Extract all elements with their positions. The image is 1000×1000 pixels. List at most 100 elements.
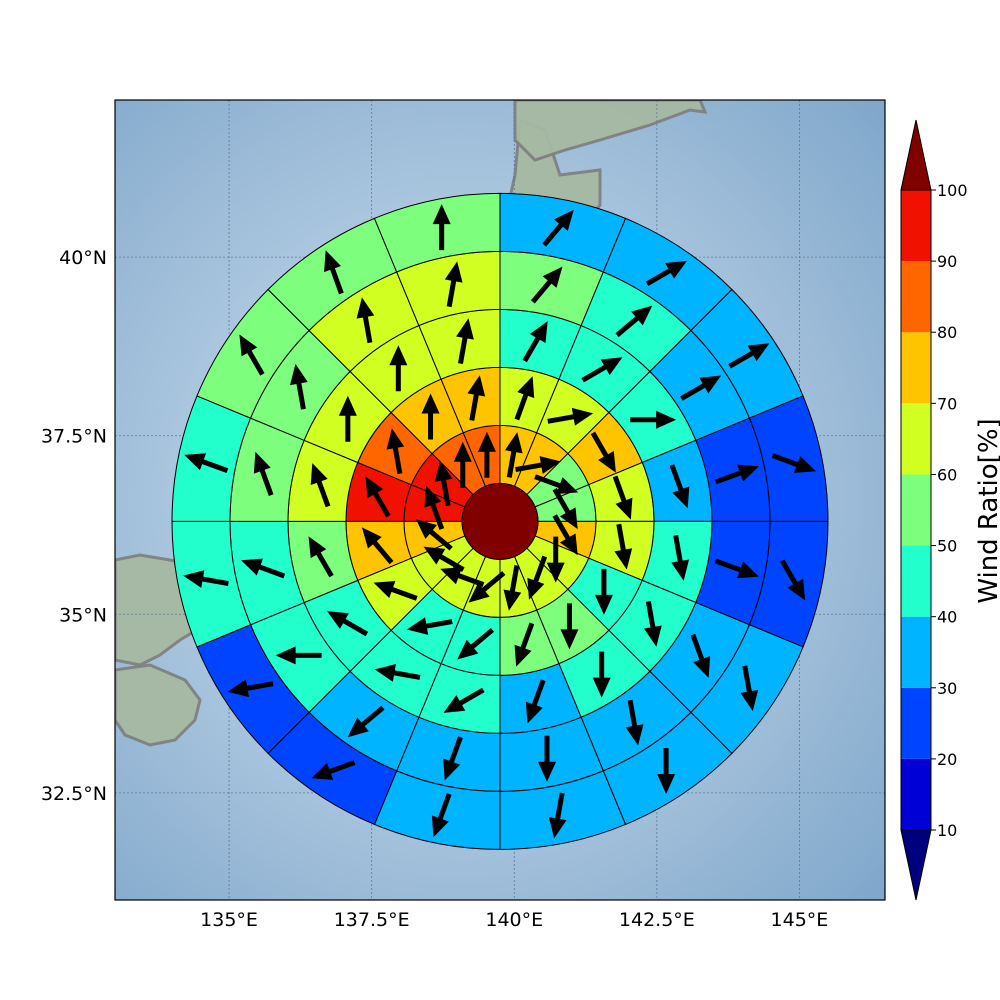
wind-arrow-shape	[522, 321, 548, 363]
wind-arrow	[525, 679, 546, 724]
wind-arrow-shape	[625, 699, 644, 746]
colorbar-under-extension	[900, 829, 932, 901]
wind-arrow-shape	[338, 395, 357, 442]
wind-arrow	[456, 318, 474, 365]
colorbar-tick-label: 50	[937, 537, 957, 556]
colorbar-tick-label: 70	[937, 394, 957, 413]
colorbar-bin	[901, 616, 931, 688]
colorbar-over-extension	[900, 119, 932, 191]
x-tick-label: 142.5°E	[619, 909, 695, 931]
wind-arrow	[590, 431, 616, 473]
map-frame	[114, 99, 886, 901]
colorbar-label: Wind Ratio[%]	[974, 418, 1000, 603]
wind-arrow-shape	[324, 250, 344, 295]
wind-arrow	[594, 568, 613, 615]
wind-arrow	[771, 453, 816, 473]
wind-arrow	[431, 793, 452, 838]
wind-arrow-shape	[515, 456, 561, 474]
wind-arrow	[542, 209, 574, 247]
wind-arrow-shape	[347, 705, 385, 738]
wind-arrow	[468, 571, 506, 603]
colorbar-tick-label: 90	[937, 252, 957, 271]
wind-arrow	[645, 260, 687, 286]
wind-arrow-shape	[669, 464, 690, 509]
wind-arrow	[680, 375, 722, 401]
wind-arrow-shape	[690, 633, 711, 678]
x-tick-label: 137.5°E	[334, 909, 410, 931]
wind-arrow-shape	[714, 464, 759, 485]
wind-arrow	[183, 570, 229, 588]
wind-arrow	[625, 699, 644, 746]
wind-arrow-shape	[327, 611, 369, 637]
colorbar-tick-label: 30	[937, 679, 957, 698]
wind-arrow-shape	[548, 792, 567, 839]
colorbar-tick-label: 100	[937, 181, 968, 200]
wind-arrow	[530, 266, 563, 304]
wind-arrow	[690, 633, 711, 678]
wind-arrow-shape	[514, 376, 535, 421]
wind-arrow	[538, 735, 557, 782]
wind-arrow	[552, 488, 578, 530]
wind-arrow-shape	[615, 305, 653, 338]
wind-arrow	[547, 407, 594, 426]
x-tick-label: 140°E	[485, 909, 543, 931]
wind-arrow-shape	[239, 334, 265, 376]
wind-arrow-shape	[657, 748, 676, 795]
wind-arrow	[290, 363, 308, 410]
wind-arrow	[311, 760, 356, 780]
wind-arrow	[504, 432, 523, 478]
wind-arrow-shape	[552, 514, 578, 556]
wind-arrow-shape	[780, 559, 806, 601]
wind-arrow	[443, 687, 485, 713]
wind-arrow	[581, 357, 623, 383]
wind-arrow-shape	[456, 318, 474, 365]
wind-arrow-shape	[365, 476, 391, 518]
wind-arrow	[515, 456, 561, 474]
wind-arrow	[406, 617, 453, 635]
y-tick-label: 35°N	[59, 604, 107, 626]
wind-arrow-shape	[443, 687, 485, 713]
wind-arrow	[740, 665, 759, 712]
wind-arrow-shape	[241, 558, 286, 579]
wind-arrows	[183, 204, 816, 839]
wind-arrow-shape	[434, 460, 453, 507]
wind-arrow	[457, 627, 495, 660]
wind-arrow-shape	[527, 555, 548, 600]
wind-arrow	[324, 250, 344, 295]
wind-arrow	[338, 395, 357, 442]
wind-arrow-shape	[645, 260, 687, 286]
wind-arrow-shape	[643, 600, 662, 647]
wind-arrow-shape	[547, 407, 594, 426]
wind-arrow-shape	[504, 432, 523, 478]
wind-arrow	[443, 736, 463, 781]
x-axis-ticks: 135°E 137.5°E 140°E 142.5°E 145°E	[200, 909, 828, 931]
colorbar-frame	[900, 189, 932, 831]
wind-arrow-shape	[415, 519, 453, 551]
colorbar-bin	[901, 687, 931, 759]
x-tick-label: 135°E	[200, 909, 258, 931]
wind-arrow-shape	[581, 357, 623, 383]
wind-arrow-shape	[424, 485, 445, 530]
wind-arrow-shape	[389, 345, 408, 392]
sector-rings	[171, 192, 829, 850]
wind-arrow	[440, 567, 485, 588]
wind-arrow-shape	[680, 375, 722, 401]
colorbar-tick-label: 20	[937, 750, 957, 769]
wind-arrow-shape	[560, 603, 579, 650]
wind-arrow-shape	[361, 527, 394, 565]
wind-arrow-shape	[310, 463, 331, 508]
colorbar: 10 20 30 40 50 60 70 80 90 100 Wind Ratio[%]	[900, 119, 1000, 901]
wind-arrow-shape	[630, 410, 677, 429]
colorbar-bin	[901, 190, 931, 262]
wind-arrow-shape	[444, 261, 463, 308]
wind-arrow	[671, 535, 690, 581]
x-tick-label: 145°E	[771, 909, 829, 931]
wind-arrow	[423, 546, 465, 572]
wind-arrow	[630, 410, 677, 429]
wind-arrow	[714, 558, 759, 579]
wind-arrow-shape	[542, 209, 574, 247]
wind-arrow-shape	[453, 441, 472, 488]
wind-arrow-shape	[432, 204, 451, 251]
wind-arrow-shape	[290, 363, 308, 410]
